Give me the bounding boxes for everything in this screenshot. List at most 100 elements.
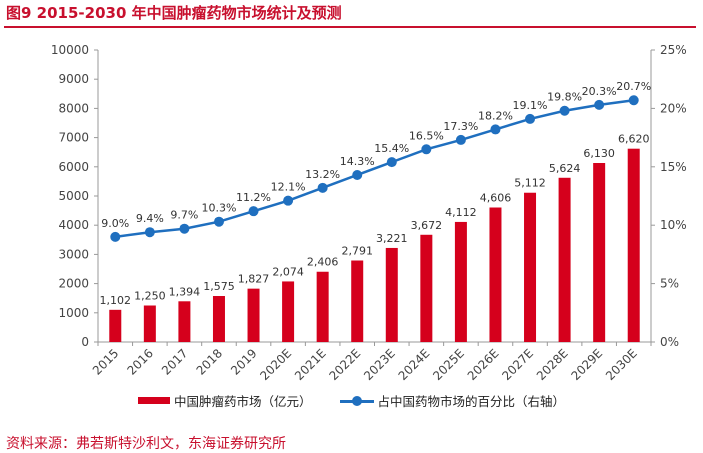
bar-value-label: 1,394 [169, 285, 201, 298]
share-value-label: 9.7% [170, 209, 198, 222]
left-tick-label: 3000 [58, 247, 89, 261]
share-value-label: 10.3% [201, 202, 236, 215]
left-tick-label: 4000 [58, 218, 89, 232]
legend-item-line: 占中国药物市场的百分比（右轴） [339, 391, 566, 410]
share-value-label: 9.4% [136, 212, 164, 225]
left-tick-label: 0 [81, 335, 89, 349]
share-value-label: 12.1% [271, 181, 306, 194]
x-tick-label: 2030E [603, 346, 640, 383]
share-value-label: 11.2% [236, 191, 271, 204]
bar [627, 148, 640, 342]
bar [558, 177, 571, 342]
x-tick-label: 2023E [361, 346, 398, 383]
bar-value-label: 6,620 [618, 133, 650, 146]
bar-value-label: 1,827 [238, 273, 270, 286]
bar-value-label: 3,672 [411, 219, 443, 232]
right-tick-label: 20% [660, 101, 687, 115]
share-point [317, 182, 328, 193]
share-point [248, 206, 259, 217]
share-point [455, 134, 466, 145]
share-point [283, 195, 294, 206]
share-point [144, 227, 155, 238]
bar-value-label: 2,074 [272, 265, 304, 278]
right-tick-label: 15% [660, 160, 687, 174]
share-point [628, 95, 639, 106]
legend-bar-swatch [137, 397, 170, 404]
x-tick-label: 2020E [257, 346, 294, 383]
x-tick-label: 2024E [396, 346, 433, 383]
right-tick-label: 0% [660, 335, 679, 349]
x-tick-label: 2027E [499, 346, 536, 383]
x-tick-label: 2022E [326, 346, 363, 383]
left-tick-label: 1000 [58, 306, 89, 320]
bar [247, 288, 260, 342]
bar-value-label: 4,112 [445, 206, 477, 219]
share-value-label: 20.3% [582, 85, 617, 98]
bar-value-label: 5,112 [514, 177, 546, 190]
left-tick-label: 2000 [58, 277, 89, 291]
bar-value-label: 4,606 [480, 192, 512, 205]
share-point [110, 231, 121, 242]
x-tick-label: 2016 [124, 346, 155, 377]
bar [489, 207, 502, 342]
share-value-label: 14.3% [340, 155, 375, 168]
x-tick-label: 2025E [430, 346, 467, 383]
x-tick-label: 2029E [568, 346, 605, 383]
bar [593, 163, 606, 342]
share-point [179, 223, 190, 234]
share-line [115, 98, 634, 239]
bar-value-label: 5,624 [549, 162, 581, 175]
bar-value-label: 1,575 [203, 280, 235, 293]
bar [178, 301, 191, 342]
share-value-label: 18.2% [478, 109, 513, 122]
x-tick-label: 2015 [90, 346, 121, 377]
share-point [213, 216, 224, 227]
bar-value-label: 1,250 [134, 290, 166, 303]
bar [420, 234, 433, 342]
x-tick-label: 2026E [465, 346, 502, 383]
right-tick-label: 10% [660, 218, 687, 232]
bar [143, 305, 156, 342]
share-point [421, 144, 432, 155]
bar-value-label: 1,102 [100, 294, 132, 307]
bar [454, 221, 467, 342]
left-tick-label: 5000 [58, 189, 89, 203]
left-tick-label: 6000 [58, 160, 89, 174]
legend-bar-label: 中国肿瘤药市场（亿元） [173, 394, 312, 409]
share-value-label: 16.5% [409, 129, 444, 142]
title-divider [4, 26, 696, 28]
legend-item-bar: 中国肿瘤药市场（亿元） [137, 391, 312, 410]
right-tick-label: 5% [660, 277, 679, 291]
share-value-label: 19.1% [513, 99, 548, 112]
bar-value-label: 2,791 [341, 245, 373, 258]
figure-title: 图9 2015-2030 年中国肿瘤药物市场统计及预测 [6, 4, 342, 22]
left-tick-label: 8000 [58, 101, 89, 115]
bar-value-label: 2,406 [307, 256, 339, 269]
x-tick-label: 2018 [194, 346, 225, 377]
share-value-label: 19.8% [547, 91, 582, 104]
share-point [559, 105, 570, 116]
bar [351, 260, 364, 342]
bar-value-label: 3,221 [376, 232, 408, 245]
left-tick-label: 7000 [58, 131, 89, 145]
share-value-label: 13.2% [305, 168, 340, 181]
bar [316, 271, 329, 342]
x-tick-label: 2021E [292, 346, 329, 383]
x-tick-label: 2019 [228, 346, 259, 377]
share-point [386, 157, 397, 168]
chart-legend: 中国肿瘤药市场（亿元） 占中国药物市场的百分比（右轴） [0, 391, 703, 410]
bar [212, 296, 225, 342]
source-note: 资料来源：弗若斯特沙利文，东海证券研究所 [6, 436, 286, 452]
share-point [352, 169, 363, 180]
share-point [525, 113, 536, 124]
legend-line-label: 占中国药物市场的百分比（右轴） [377, 394, 566, 409]
bar [109, 309, 122, 342]
bar [385, 247, 398, 342]
legend-line-swatch [339, 395, 374, 406]
share-value-label: 17.3% [443, 120, 478, 133]
right-tick-label: 25% [660, 43, 687, 57]
bar [524, 192, 537, 342]
x-tick-label: 2028E [534, 346, 571, 383]
share-value-label: 9.0% [101, 217, 129, 230]
